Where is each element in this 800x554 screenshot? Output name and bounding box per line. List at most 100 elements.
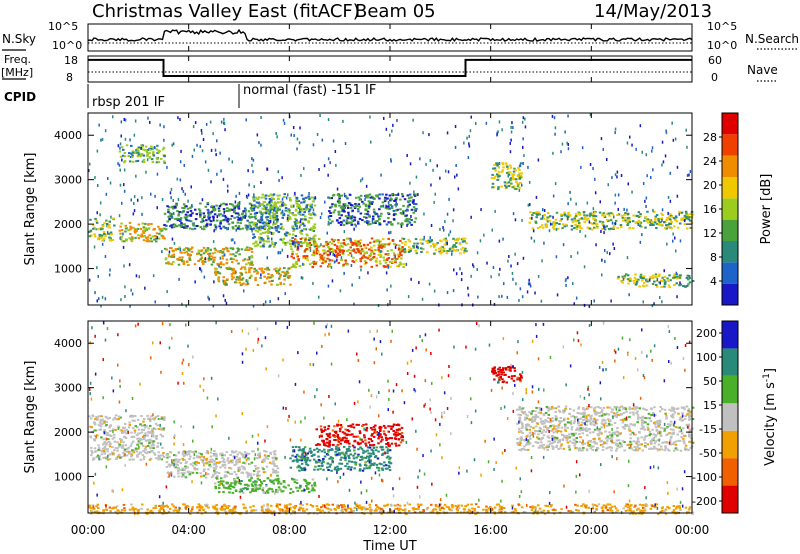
heatmap-cell (498, 120, 501, 124)
heatmap-cell (89, 218, 92, 221)
heatmap-cell (544, 412, 548, 414)
heatmap-cell (367, 441, 371, 444)
heatmap-cell (497, 376, 501, 379)
heatmap-cell (670, 215, 674, 218)
heatmap-cell (208, 297, 210, 301)
heatmap-cell (214, 272, 218, 275)
heatmap-cell (231, 451, 234, 454)
heatmap-cell (507, 376, 511, 378)
heatmap-cell (103, 232, 106, 235)
heatmap-cell (410, 196, 413, 199)
heatmap-cell (329, 161, 331, 165)
heatmap-cell (414, 193, 417, 196)
heatmap-cell (100, 450, 104, 453)
heatmap-cell (253, 216, 256, 219)
heatmap-cell (381, 467, 384, 470)
heatmap-cell (131, 292, 134, 296)
heatmap-cell (195, 463, 198, 466)
heatmap-cell (123, 160, 127, 163)
heatmap-cell (205, 122, 208, 126)
heatmap-cell (685, 212, 688, 215)
heatmap-cell (303, 459, 307, 462)
heatmap-cell (237, 278, 241, 281)
heatmap-cell (462, 251, 466, 254)
heatmap-cell (144, 149, 147, 151)
heatmap-cell (379, 440, 383, 443)
heatmap-cell (651, 304, 654, 308)
heatmap-cell (259, 228, 262, 231)
heatmap-cell (261, 466, 264, 469)
heatmap-cell (684, 415, 687, 418)
heatmap-cell (510, 264, 512, 268)
heatmap-cell (256, 474, 260, 477)
heatmap-cell (306, 459, 309, 461)
heatmap-cell (626, 141, 629, 145)
heatmap-cell (98, 234, 102, 237)
heatmap-cell (394, 213, 397, 216)
heatmap-cell (381, 452, 385, 455)
heatmap-cell (303, 446, 307, 449)
heatmap-cell (165, 224, 168, 227)
heatmap-cell (591, 212, 595, 215)
heatmap-cell (620, 214, 624, 217)
heatmap-cell (298, 211, 302, 213)
heatmap-cell (548, 229, 551, 233)
heatmap-cell (163, 212, 167, 215)
heatmap-cell (155, 437, 158, 440)
heatmap-cell (342, 436, 345, 439)
heatmap-cell (213, 453, 217, 456)
heatmap-cell (368, 200, 371, 203)
heatmap-cell (250, 483, 254, 486)
heatmap-cell (309, 196, 312, 199)
heatmap-cell (148, 442, 151, 445)
heatmap-cell (385, 223, 389, 226)
heatmap-cell (343, 271, 345, 275)
heatmap-cell (139, 155, 142, 158)
heatmap-cell (221, 463, 225, 466)
heatmap-cell (172, 226, 176, 229)
heatmap-cell (191, 451, 195, 454)
heatmap-cell (315, 428, 318, 431)
heatmap-cell (470, 215, 472, 219)
heatmap-cell (655, 283, 658, 286)
heatmap-cell (552, 215, 554, 219)
nsky-tick-top: 10^5 (48, 20, 78, 33)
heatmap-cell (277, 251, 280, 255)
heatmap-cell (509, 179, 512, 182)
heatmap-cell (215, 465, 218, 468)
heatmap-cell (341, 245, 344, 248)
heatmap-cell (208, 254, 211, 257)
heatmap-cell (333, 260, 336, 264)
heatmap-cell (102, 230, 106, 233)
heatmap-cell (269, 219, 272, 223)
heatmap-cell (97, 184, 99, 187)
heatmap-cell (251, 487, 254, 490)
heatmap-cell (273, 465, 276, 468)
heatmap-cell (139, 423, 142, 426)
heatmap-cell (147, 451, 150, 453)
heatmap-cell (382, 238, 385, 241)
heatmap-cell (541, 259, 543, 263)
heatmap-cell (93, 457, 96, 460)
heatmap-cell (309, 203, 312, 206)
heatmap-cell (307, 195, 310, 198)
heatmap-cell (304, 228, 308, 231)
heatmap-cell (263, 460, 266, 463)
heatmap-cell (461, 272, 463, 276)
heatmap-cell (291, 478, 295, 481)
heatmap-cell (350, 237, 352, 241)
heatmap-cell (651, 149, 653, 153)
heatmap-cell (509, 369, 512, 372)
heatmap-cell (571, 220, 574, 223)
heatmap-cell (306, 464, 310, 467)
heatmap-cell (310, 217, 313, 220)
heatmap-cell (663, 281, 667, 284)
heatmap-cell (347, 455, 351, 458)
heatmap-cell (255, 223, 258, 226)
heatmap-cell (222, 480, 225, 483)
heatmap-cell (386, 250, 390, 252)
heatmap-cell (349, 217, 353, 220)
heatmap-cell (133, 202, 135, 205)
heatmap-cell (160, 416, 164, 419)
nsky-trace (87, 28, 693, 43)
